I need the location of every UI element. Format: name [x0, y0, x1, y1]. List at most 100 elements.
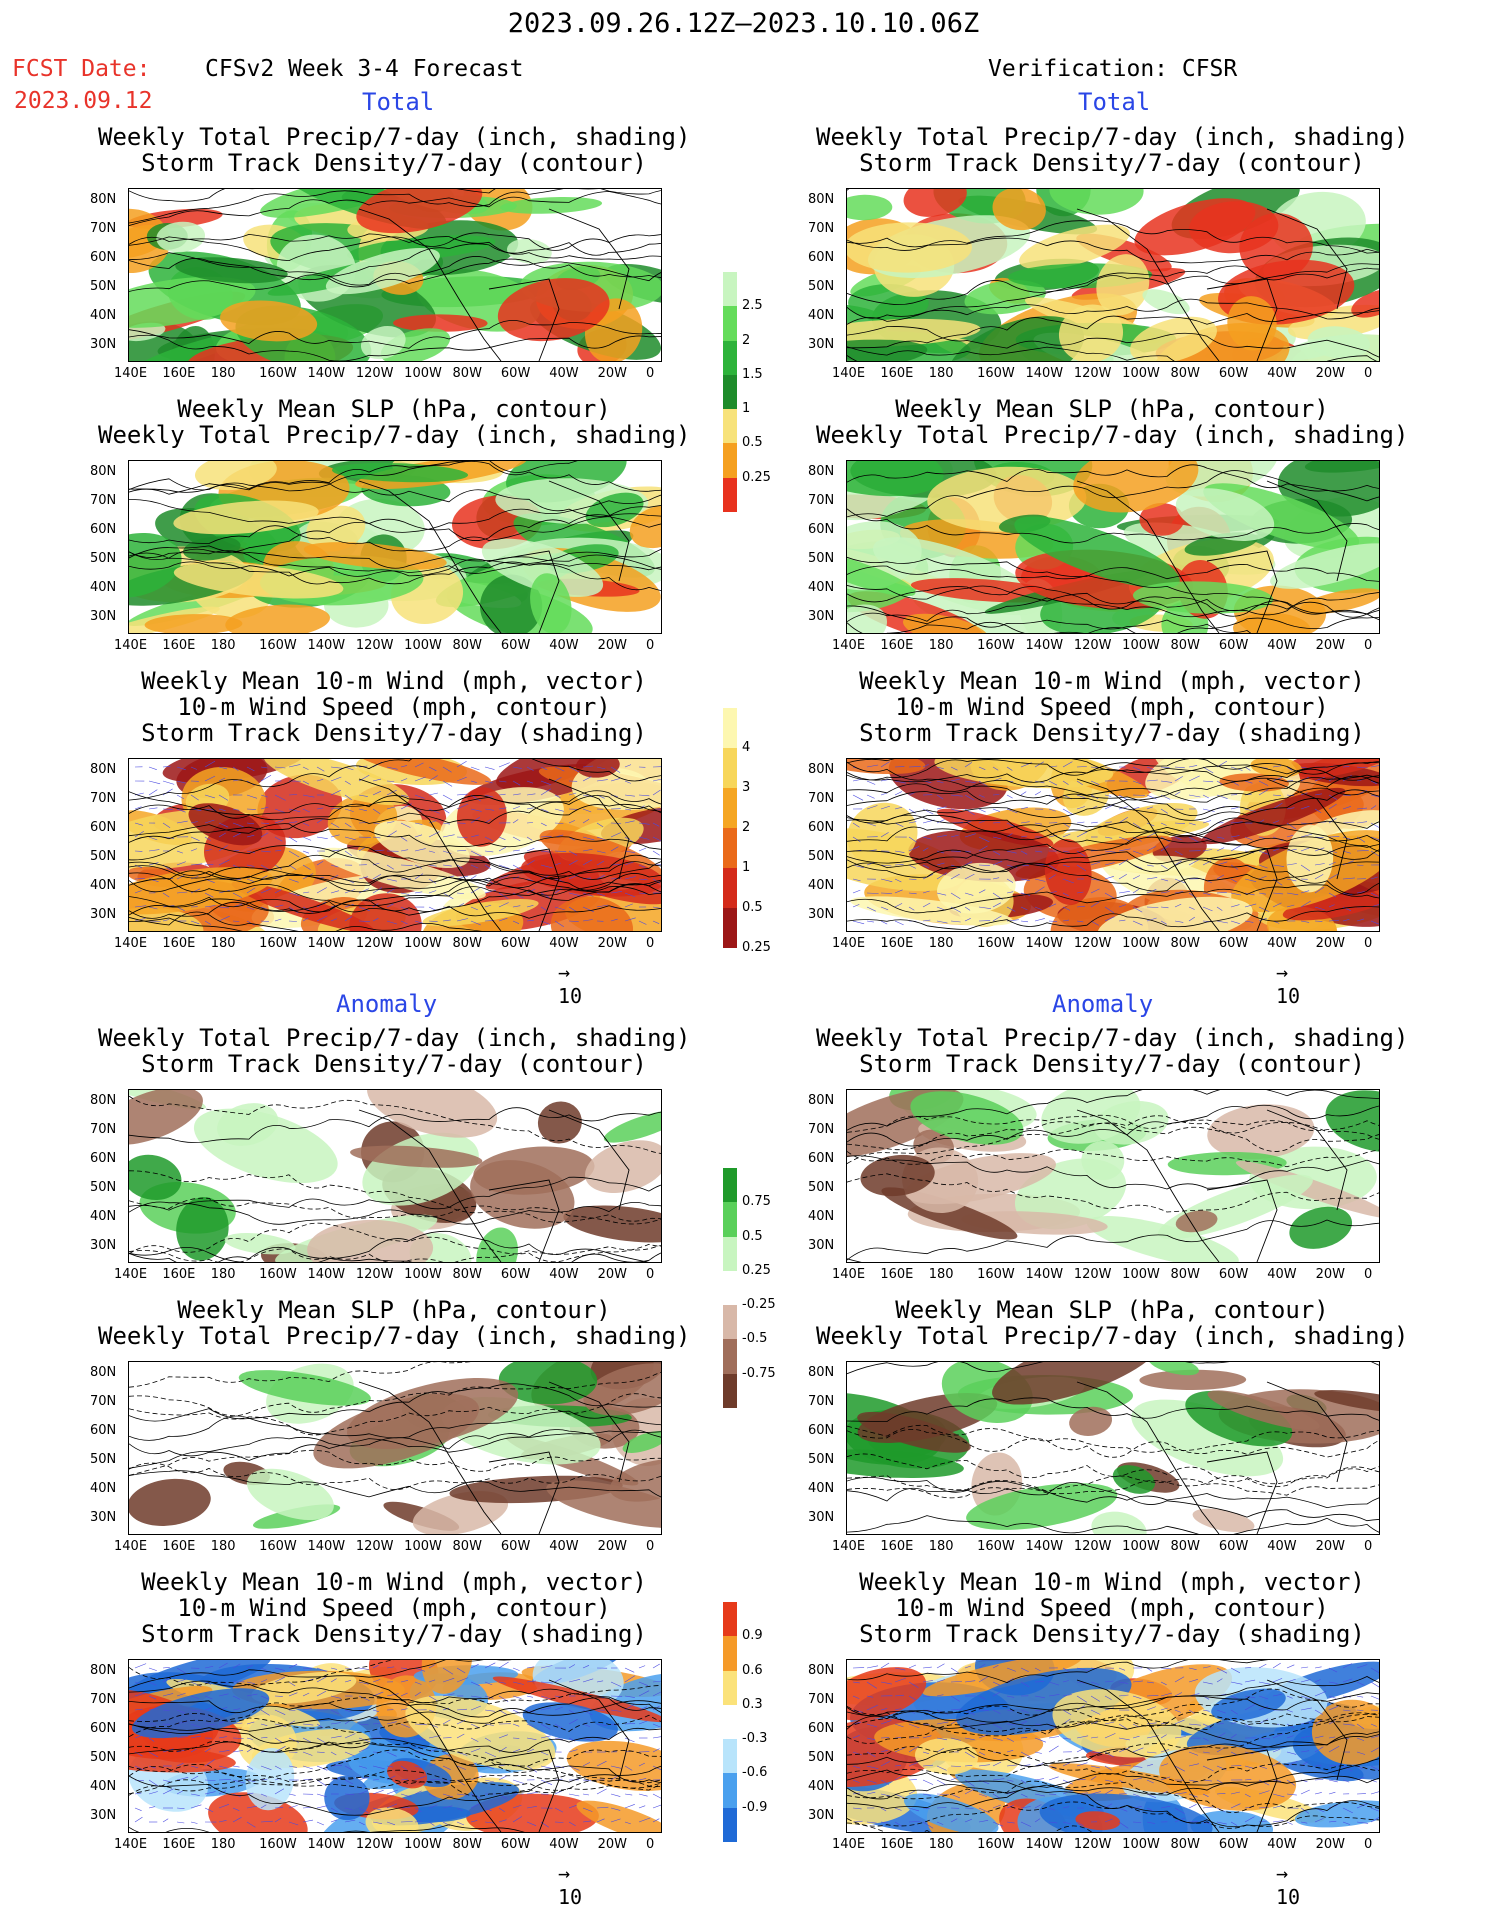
- lat-tick-label: 40N: [808, 1779, 835, 1794]
- section-total-left: Total: [362, 88, 435, 116]
- lat-tick-label: 30N: [808, 907, 835, 922]
- colorbar-segment: [723, 1202, 737, 1237]
- lon-tick-label: 20W: [597, 366, 628, 381]
- lat-tick-label: 50N: [90, 1452, 117, 1467]
- colorbar-label: 4: [742, 740, 751, 755]
- lat-tick-label: 50N: [808, 551, 835, 566]
- lon-tick-label: 180: [210, 638, 236, 653]
- colorbar-label: 1: [742, 401, 751, 417]
- colorbar-segment: [723, 443, 737, 478]
- panel-title-left-4-0: Weekly Mean SLP (hPa, contour): [177, 1296, 611, 1324]
- lat-tick-label: 50N: [90, 1750, 117, 1765]
- map-left-0: [128, 188, 662, 362]
- lon-tick-label: 80W: [452, 366, 482, 381]
- lat-tick-label: 80N: [90, 1365, 117, 1380]
- panel-title-right-1-0: Weekly Mean SLP (hPa, contour): [895, 395, 1329, 423]
- colorbar-segment: [723, 1739, 737, 1774]
- colorbar-segment: [723, 340, 737, 375]
- lon-tick-label: 120W: [1073, 366, 1112, 381]
- lon-tick-label: 140W: [307, 1539, 346, 1554]
- lat-tick-label: 80N: [90, 762, 117, 777]
- lat-tick-label: 50N: [808, 279, 835, 294]
- colorbar-label: 1.5: [742, 366, 763, 382]
- colorbar-label: -0.6: [742, 1765, 768, 1781]
- lon-tick-label: 160E: [162, 1267, 196, 1282]
- lon-tick-label: 140W: [307, 638, 346, 653]
- lon-tick-label: 80W: [452, 1539, 482, 1554]
- lon-tick-label: 120W: [1073, 638, 1112, 653]
- colorbar-segment: [723, 374, 737, 410]
- lon-tick-label: 0: [1364, 936, 1373, 951]
- vector-reference-label: 10: [558, 984, 583, 1008]
- lat-tick-label: 80N: [90, 192, 117, 207]
- lat-tick-label: 30N: [90, 337, 117, 352]
- lon-tick-label: 160E: [880, 936, 914, 951]
- colorbar-label: 2: [742, 820, 751, 835]
- lat-tick-label: 50N: [808, 1452, 835, 1467]
- lat-tick-label: 30N: [90, 907, 117, 922]
- lon-tick-label: 80W: [1170, 936, 1200, 951]
- lat-tick-label: 50N: [808, 849, 835, 864]
- lat-tick-label: 30N: [90, 1238, 117, 1253]
- lon-tick-label: 140E: [832, 366, 866, 381]
- lon-tick-label: 60W: [500, 638, 531, 653]
- lon-tick-label: 60W: [500, 1267, 531, 1282]
- panel-title-right-4-1: Weekly Total Precip/7-day (inch, shading…: [816, 1322, 1409, 1350]
- lon-tick-label: 80W: [1170, 366, 1200, 381]
- lat-tick-label: 60N: [90, 1423, 117, 1438]
- panel-title-right-2-1: 10-m Wind Speed (mph, contour): [895, 693, 1329, 721]
- lon-tick-label: 100W: [1122, 1267, 1160, 1282]
- panel-title-right-1-1: Weekly Total Precip/7-day (inch, shading…: [816, 421, 1409, 449]
- colorbar-label: 2: [742, 332, 751, 348]
- colorbar-segment: [723, 1773, 737, 1808]
- lon-tick-label: 40W: [549, 638, 579, 653]
- panel-title-left-0-1: Storm Track Density/7-day (contour): [141, 149, 647, 177]
- lon-tick-label: 140E: [832, 638, 866, 653]
- lat-tick-label: 70N: [90, 1394, 117, 1409]
- map-right-4: [846, 1361, 1380, 1535]
- lon-tick-label: 140W: [1025, 936, 1064, 951]
- lat-tick-label: 60N: [90, 1721, 117, 1736]
- lon-tick-label: 80W: [452, 936, 482, 951]
- colorbar-segment: [723, 1670, 737, 1705]
- lon-tick-label: 140E: [114, 1539, 148, 1554]
- lon-tick-label: 20W: [597, 638, 628, 653]
- lon-tick-label: 40W: [549, 1267, 579, 1282]
- lon-tick-label: 180: [928, 1837, 954, 1852]
- map-right-2: [846, 758, 1380, 932]
- lon-tick-label: 180: [928, 1539, 954, 1554]
- colorbar-segment: [723, 1168, 737, 1203]
- lon-tick-label: 180: [928, 366, 954, 381]
- lon-tick-label: 160W: [259, 1267, 297, 1282]
- map-right-3: [846, 1089, 1380, 1263]
- lon-tick-label: 140E: [832, 936, 866, 951]
- colorbar-label: 0.3: [742, 1696, 763, 1712]
- lon-tick-label: 120W: [355, 1539, 394, 1554]
- lon-tick-label: 160E: [880, 1837, 914, 1852]
- lat-tick-label: 70N: [808, 493, 835, 508]
- colorbar-segment: [723, 1236, 737, 1271]
- lat-tick-label: 30N: [90, 1510, 117, 1525]
- lon-tick-label: 20W: [1315, 1837, 1346, 1852]
- lon-tick-label: 140E: [832, 1539, 866, 1554]
- lon-tick-label: 80W: [1170, 638, 1200, 653]
- panel-title-right-4-0: Weekly Mean SLP (hPa, contour): [895, 1296, 1329, 1324]
- colorbar-label: 0.25: [742, 940, 771, 955]
- lon-tick-label: 160E: [162, 1837, 196, 1852]
- lat-tick-label: 80N: [808, 192, 835, 207]
- lon-tick-label: 60W: [1218, 638, 1249, 653]
- lon-tick-label: 180: [210, 1539, 236, 1554]
- lon-tick-label: 80W: [452, 1267, 482, 1282]
- colorbar-label: -0.25: [742, 1297, 776, 1313]
- lon-tick-label: 160W: [977, 1539, 1015, 1554]
- lon-tick-label: 80W: [1170, 1837, 1200, 1852]
- lon-tick-label: 160E: [162, 936, 196, 951]
- lon-tick-label: 140W: [1025, 1837, 1064, 1852]
- map-right-0: [846, 188, 1380, 362]
- colorbar-segment: [723, 788, 737, 828]
- colorbar-label: -0.75: [742, 1365, 776, 1381]
- lon-tick-label: 60W: [1218, 1267, 1249, 1282]
- colorbar-label: 3: [742, 780, 751, 795]
- lat-tick-label: 60N: [808, 250, 835, 265]
- lon-tick-label: 140W: [1025, 638, 1064, 653]
